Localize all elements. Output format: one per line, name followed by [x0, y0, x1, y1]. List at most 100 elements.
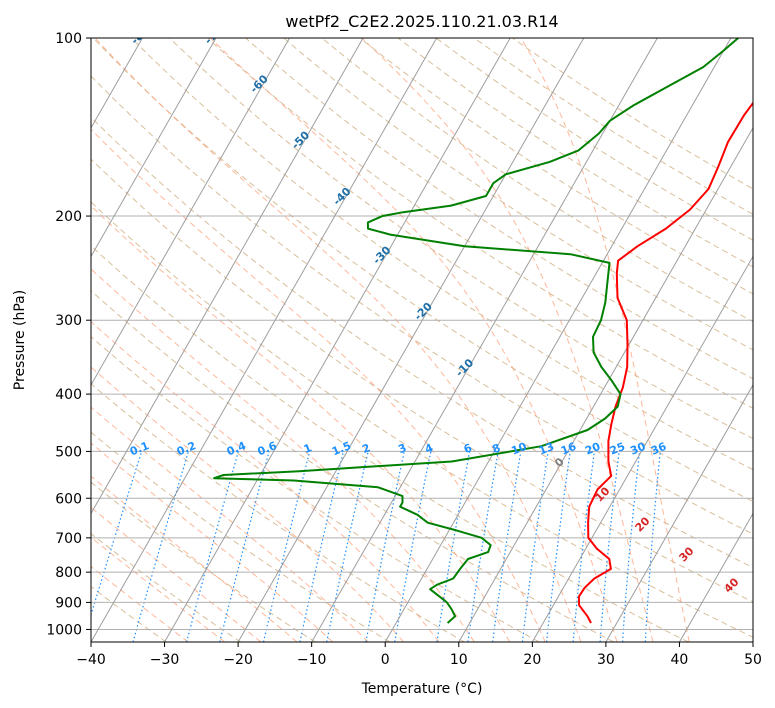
dry-adiabat [397, 38, 753, 268]
y-tick-label: 800 [55, 565, 82, 581]
x-tick-label: 30 [597, 652, 615, 668]
mixing-ratio-line [132, 451, 190, 642]
x-axis: −40 −30 −20 −10 0 10 20 30 40 50 [76, 642, 762, 668]
moist-adiabat [94, 38, 582, 642]
x-tick-label: 10 [450, 652, 468, 668]
dry-adiabat [91, 201, 753, 638]
grid-lines [0, 38, 753, 642]
dry-adiabat [245, 38, 753, 380]
moist-adiabat-label: 20 [633, 514, 653, 534]
moist-adiabat [91, 475, 298, 642]
y-tick-label: 700 [55, 531, 82, 547]
moist-adiabat [361, 38, 654, 642]
mixing-ratio-line [572, 451, 595, 642]
mixing-ratio-label: 16 [559, 440, 578, 458]
y-tick-label: 400 [55, 387, 82, 403]
data-series [213, 38, 753, 624]
isotherm-line [91, 38, 438, 642]
moist-adiabat [91, 565, 189, 642]
isotherm-line [91, 38, 364, 515]
mixing-ratio-line [299, 451, 344, 642]
mixing-ratio-line [467, 451, 499, 642]
mixing-ratio-line [521, 451, 549, 642]
mixing-ratio-label: 36 [649, 440, 668, 458]
moist-adiabat-label: 40 [722, 575, 742, 595]
mixing-ratio-label: 10 [510, 440, 529, 458]
dry-adiabat [91, 245, 689, 642]
dry-adiabat [512, 38, 753, 190]
mixing-ratio-line [436, 451, 471, 642]
x-tick-label: −40 [76, 652, 106, 668]
background-lines [91, 38, 753, 642]
mixing-ratio-label: 30 [628, 440, 647, 458]
x-tick-label: 50 [744, 652, 762, 668]
mixing-ratio-line [326, 451, 369, 642]
mixing-ratio-line [91, 451, 143, 617]
dry-adiabat [91, 383, 465, 642]
moist-adiabat-label: 30 [677, 544, 697, 564]
mixing-ratio-line [365, 451, 405, 642]
mixing-ratio-label: 0.4 [225, 439, 248, 458]
isotherm-line [164, 38, 511, 642]
moist-adiabat [91, 506, 262, 642]
x-tick-label: −10 [297, 652, 327, 668]
mixing-ratio-line [262, 451, 311, 642]
y-axis-label: Pressure (hPa) [12, 290, 28, 390]
mixing-ratio-line [644, 451, 661, 642]
isotherm-line [237, 38, 585, 642]
mixing-ratio-label: 0.2 [175, 439, 198, 458]
mixing-ratio-line [492, 451, 522, 642]
dry-adiabat [92, 38, 753, 502]
isotherm-line [384, 38, 732, 642]
isotherm-line [679, 512, 753, 642]
moist-adiabat-label: 10 [593, 484, 613, 504]
moist-adiabat [91, 128, 546, 642]
dry-adiabat [131, 38, 753, 471]
dewpoint-profile [213, 38, 739, 624]
dry-adiabat [91, 75, 753, 535]
isotherm-line [458, 126, 753, 642]
isotherm-label: -70 [202, 24, 225, 47]
moist-adiabat [209, 38, 618, 642]
y-tick-label: 500 [55, 444, 82, 460]
dry-adiabat [435, 38, 753, 241]
dry-adiabat [91, 158, 753, 603]
moist-adiabat [520, 38, 690, 642]
dry-adiabat [169, 38, 753, 440]
mixing-ratio-label: 1.5 [330, 439, 353, 458]
dry-adiabat [321, 38, 753, 323]
mixing-ratio-line [546, 451, 571, 642]
x-axis-label: Temperature (°C) [361, 681, 483, 697]
dry-adiabat [91, 116, 753, 569]
mixing-ratio-line [219, 451, 270, 642]
moist-adiabat [91, 442, 334, 642]
moist-adiabat [91, 268, 475, 642]
x-tick-label: −30 [150, 652, 180, 668]
isotherm-label: -100 [0, 21, 7, 50]
x-tick-label: −20 [223, 652, 253, 668]
isotherm-line [0, 38, 69, 642]
isotherm-line [91, 38, 290, 386]
dry-adiabat [91, 532, 242, 642]
mixing-ratio-label: 3 [396, 441, 408, 456]
y-tick-label: 900 [55, 595, 82, 611]
y-tick-label: 600 [55, 491, 82, 507]
mixing-ratio-label: 2 [360, 441, 372, 456]
moist-adiabat [91, 406, 369, 642]
mixing-ratio-label: 13 [537, 440, 556, 458]
isotherm-line [605, 383, 753, 642]
isotherm-line [91, 38, 217, 258]
mixing-ratio-label: 20 [583, 440, 602, 458]
y-tick-label: 200 [55, 209, 82, 225]
dry-adiabat [91, 431, 391, 642]
mixing-ratio-label: 25 [608, 440, 627, 458]
dry-adiabat [474, 38, 753, 215]
x-tick-label: 20 [523, 652, 541, 668]
x-tick-label: 0 [381, 652, 390, 668]
isotherm-line [311, 38, 658, 642]
mixing-ratio-label: 8 [490, 441, 502, 456]
isotherm-line [752, 640, 753, 642]
y-tick-label: 1000 [46, 622, 82, 638]
isotherm-label: -80 [128, 24, 151, 47]
